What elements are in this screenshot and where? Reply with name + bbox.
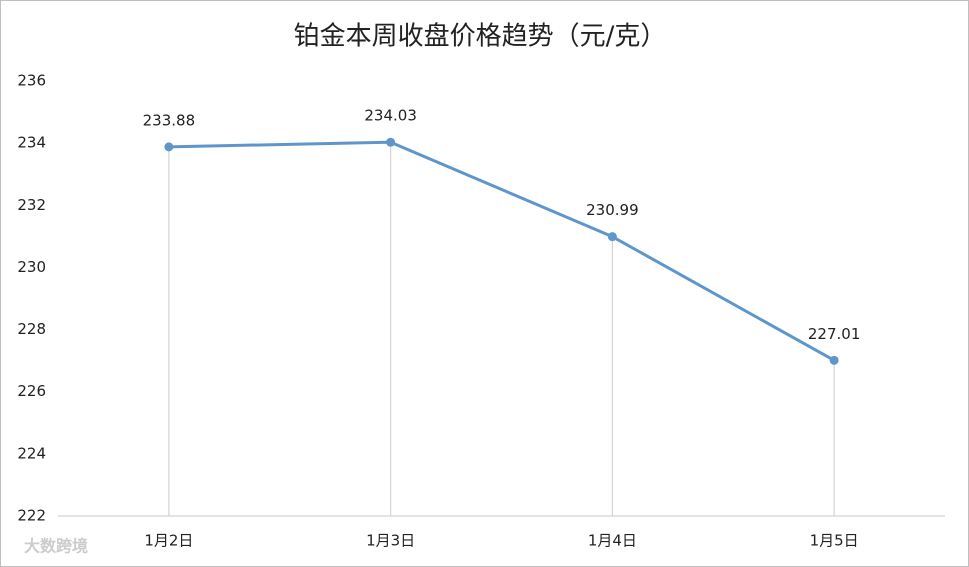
y-tick-label: 222 xyxy=(17,507,46,525)
y-tick-label: 234 xyxy=(17,134,46,152)
data-label: 234.03 xyxy=(364,107,417,125)
x-tick-label: 1月3日 xyxy=(366,532,415,550)
watermark: 大数跨境 xyxy=(24,537,88,556)
y-tick-label: 226 xyxy=(17,382,46,400)
data-point xyxy=(386,137,396,147)
data-point xyxy=(164,142,174,152)
chart-title: 铂金本周收盘价格趋势（元/克） xyxy=(294,22,667,52)
y-tick-label: 236 xyxy=(17,72,46,90)
x-tick-label: 1月4日 xyxy=(588,532,637,550)
y-tick-label: 228 xyxy=(17,320,46,338)
data-point xyxy=(607,232,617,242)
y-tick-label: 224 xyxy=(17,444,46,462)
x-tick-label: 1月2日 xyxy=(144,532,193,550)
data-label: 233.88 xyxy=(143,111,196,129)
series-line xyxy=(168,140,835,362)
data-point xyxy=(829,355,839,365)
data-label: 230.99 xyxy=(586,201,639,219)
y-tick-label: 232 xyxy=(17,196,46,214)
data-label: 227.01 xyxy=(808,325,861,343)
y-tick-label: 230 xyxy=(17,258,46,276)
x-tick-label: 1月5日 xyxy=(810,532,859,550)
